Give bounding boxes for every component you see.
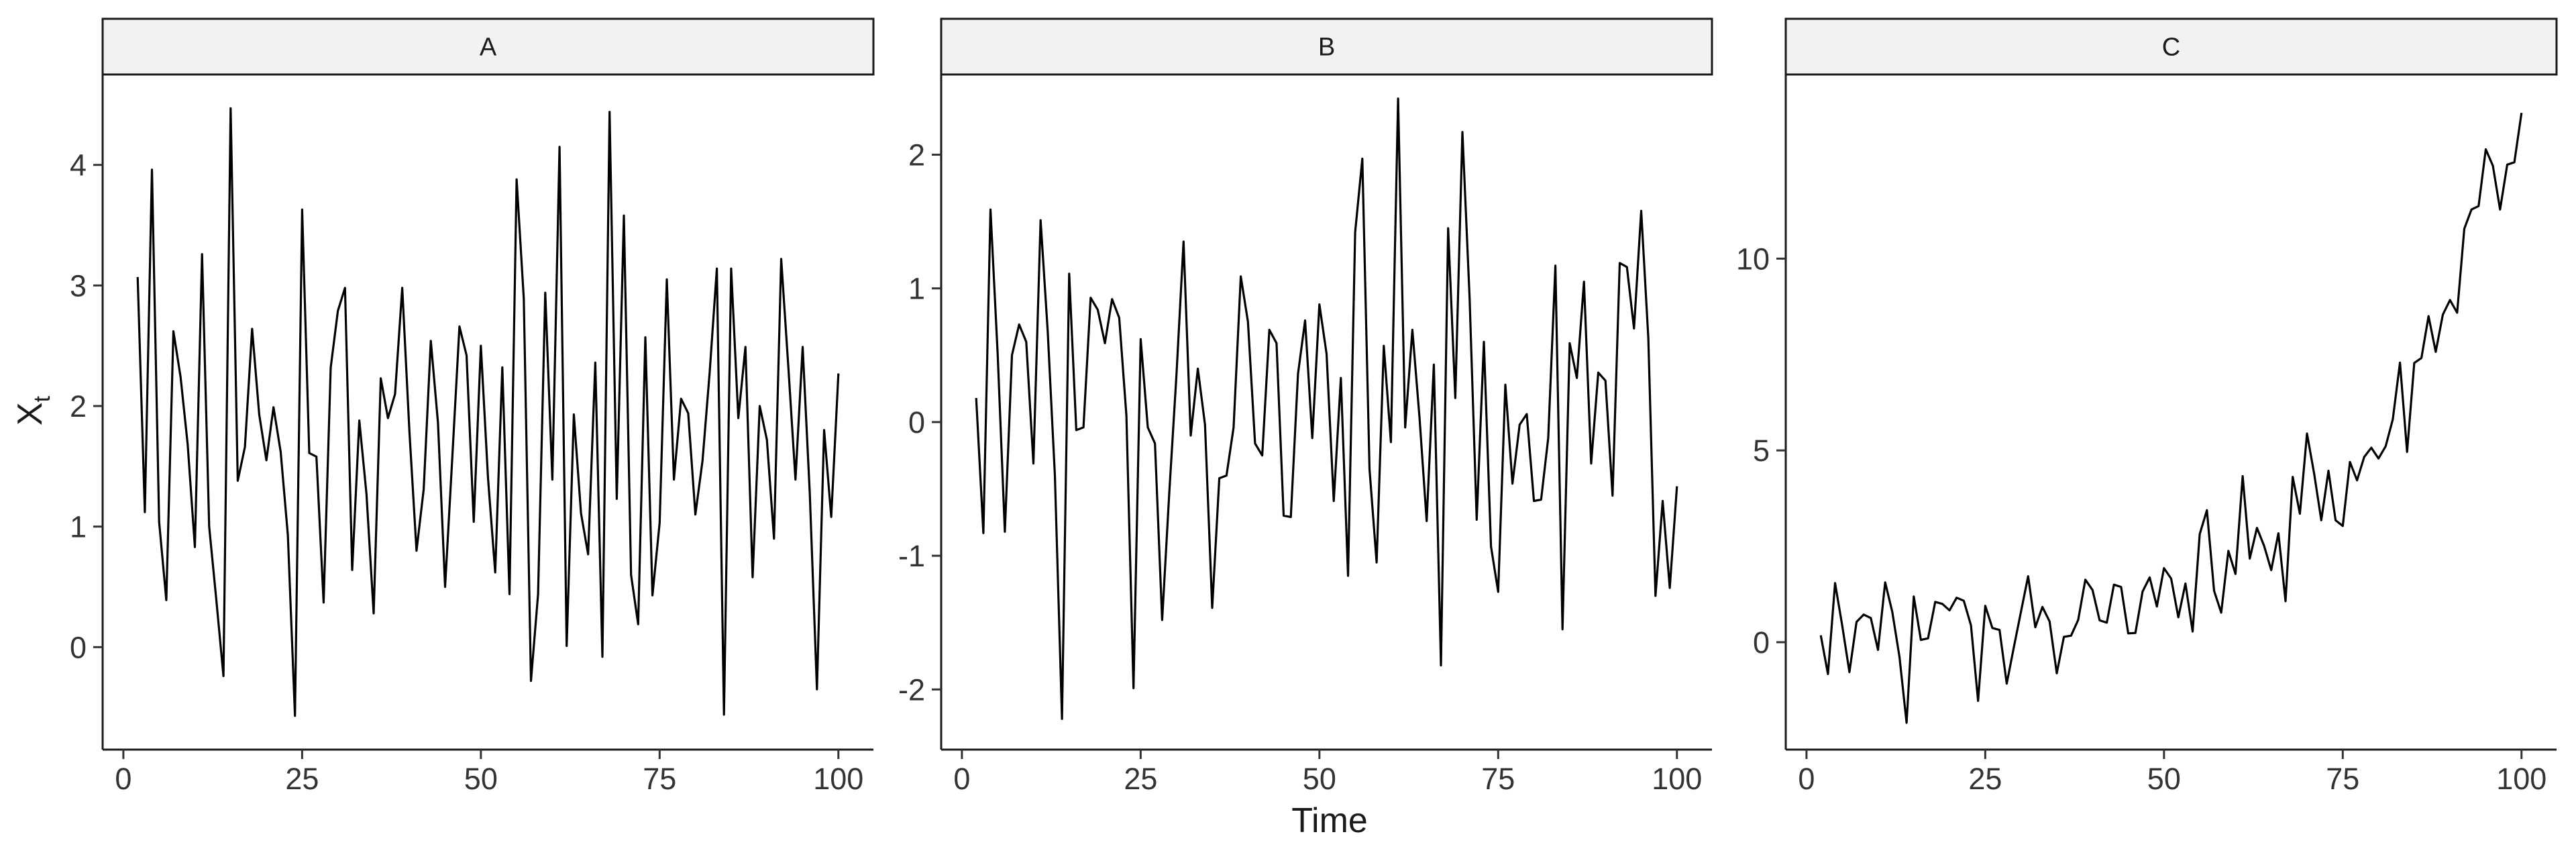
panel-b-x-tick-label: 75 bbox=[1481, 762, 1515, 796]
panel-b-y-tick-label: 0 bbox=[908, 405, 925, 440]
panel-a-y-tick-label: 4 bbox=[70, 148, 87, 183]
panel-b-y-tick-label: 2 bbox=[908, 138, 925, 172]
panel-a-x-tick-label: 75 bbox=[643, 762, 676, 796]
panel-b-y-tick-label: 1 bbox=[908, 272, 925, 306]
panel-b-y-tick-label: -1 bbox=[898, 539, 925, 573]
y-axis-title: Xt bbox=[11, 395, 55, 425]
panel-a-series-line bbox=[136, 107, 840, 717]
panel-a-y-tick-label: 0 bbox=[70, 630, 87, 664]
panel-c-x-tick-label: 100 bbox=[2496, 762, 2546, 796]
panel-a-y-tick-label: 3 bbox=[70, 268, 87, 303]
panel-b-strip bbox=[940, 17, 1713, 76]
panel-a-x-tick-label: 0 bbox=[115, 762, 131, 796]
panel-c-y-tick-label: 10 bbox=[1736, 242, 1770, 276]
panel-a-strip-label: A bbox=[480, 34, 497, 62]
panel-b: B 0 25 50 75 100 -2 -1 0 1 2 bbox=[898, 17, 1713, 796]
panel-a-x-tick-label: 50 bbox=[464, 762, 498, 796]
panel-a: A 0 25 50 75 100 0 1 2 3 4 bbox=[70, 17, 875, 796]
y-axis-title-subscript: t bbox=[30, 395, 55, 402]
panel-b-series-line bbox=[975, 97, 1678, 720]
panel-c-x-tick-label: 0 bbox=[1798, 762, 1815, 796]
panel-b-y-tick-label: -2 bbox=[898, 672, 925, 707]
panel-b-x-tick-label: 100 bbox=[1652, 762, 1702, 796]
panel-a-y-tick-label: 1 bbox=[70, 510, 87, 544]
panel-c-x-tick-label: 75 bbox=[2326, 762, 2359, 796]
panel-a-x-tick-label: 25 bbox=[285, 762, 319, 796]
panel-c: C 0 25 50 75 100 0 5 10 bbox=[1736, 17, 2558, 796]
panel-b-strip-label: B bbox=[1318, 34, 1335, 62]
x-axis-title: Time bbox=[1291, 801, 1368, 840]
panel-b-x-tick-label: 0 bbox=[953, 762, 970, 796]
panel-c-x-tick-label: 50 bbox=[2147, 762, 2181, 796]
panel-b-x-tick-label: 25 bbox=[1124, 762, 1157, 796]
panel-b-x-tick-label: 50 bbox=[1303, 762, 1336, 796]
panel-c-y-tick-label: 0 bbox=[1753, 625, 1770, 660]
panel-c-strip bbox=[1784, 17, 2558, 76]
panel-c-y-tick-label: 5 bbox=[1753, 434, 1770, 468]
panel-a-strip bbox=[101, 17, 875, 76]
panel-c-series-line bbox=[1819, 112, 2523, 724]
panel-c-x-tick-label: 25 bbox=[1968, 762, 2002, 796]
panel-a-y-tick-label: 2 bbox=[70, 389, 87, 423]
panel-c-strip-label: C bbox=[2162, 34, 2180, 62]
y-axis-title-main: X bbox=[11, 402, 50, 425]
panel-a-x-tick-label: 100 bbox=[813, 762, 863, 796]
